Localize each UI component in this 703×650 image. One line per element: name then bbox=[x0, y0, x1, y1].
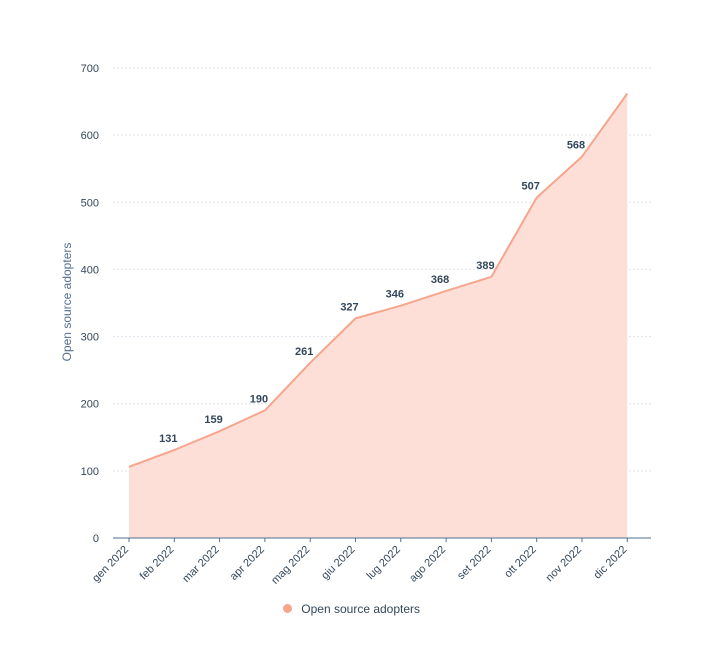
legend-marker-dot bbox=[282, 604, 292, 614]
x-tick-label: giu 2022 bbox=[319, 544, 357, 582]
y-tick-label: 0 bbox=[93, 533, 99, 545]
data-label: 368 bbox=[431, 274, 449, 286]
y-axis-title: Open source adopters bbox=[60, 243, 74, 362]
x-tick-label: apr 2022 bbox=[228, 544, 267, 583]
y-tick-label: 100 bbox=[81, 466, 99, 478]
x-tick-label: ott 2022 bbox=[502, 544, 539, 581]
data-label: 568 bbox=[567, 140, 585, 152]
series-line-open-source-adopters bbox=[128, 92, 629, 468]
data-label: 389 bbox=[476, 260, 494, 272]
x-tick-label: gen 2022 bbox=[90, 544, 131, 585]
data-label: 507 bbox=[522, 181, 540, 193]
data-label: 346 bbox=[386, 289, 404, 301]
y-tick-label: 400 bbox=[81, 264, 99, 276]
data-labels: 131 159 190 261 327 346 368 389 507 568 bbox=[159, 140, 585, 445]
y-tick-label: 500 bbox=[81, 197, 99, 209]
x-tick-label: mar 2022 bbox=[180, 544, 221, 585]
data-label: 327 bbox=[340, 301, 358, 313]
x-tick-label: ago 2022 bbox=[407, 544, 448, 585]
data-label: 261 bbox=[295, 346, 313, 358]
data-label: 190 bbox=[250, 393, 268, 405]
y-tick-label: 600 bbox=[81, 130, 99, 142]
x-tick-label: nov 2022 bbox=[544, 544, 584, 584]
y-tick-label: 700 bbox=[81, 63, 99, 75]
y-tick-label: 300 bbox=[81, 332, 99, 344]
legend[interactable]: Open source adopters bbox=[0, 602, 703, 616]
legend-label-open-source-adopters: Open source adopters bbox=[301, 602, 421, 616]
x-tick-label: dic 2022 bbox=[592, 544, 630, 582]
y-tick-label: 200 bbox=[81, 399, 99, 411]
data-label: 131 bbox=[159, 433, 177, 445]
x-axis-ticks: gen 2022 feb 2022 mar 2022 apr 2022 mag 2022… bbox=[90, 538, 629, 587]
x-tick-label: lug 2022 bbox=[365, 544, 403, 582]
x-tick-label: mag 2022 bbox=[269, 544, 312, 587]
y-axis-ticks: 0 100 200 300 400 500 600 700 bbox=[81, 63, 99, 545]
x-tick-label: feb 2022 bbox=[138, 544, 177, 583]
area-fill-open-source-adopters bbox=[129, 93, 628, 538]
x-tick-label: set 2022 bbox=[455, 544, 493, 582]
data-label: 159 bbox=[204, 414, 222, 426]
